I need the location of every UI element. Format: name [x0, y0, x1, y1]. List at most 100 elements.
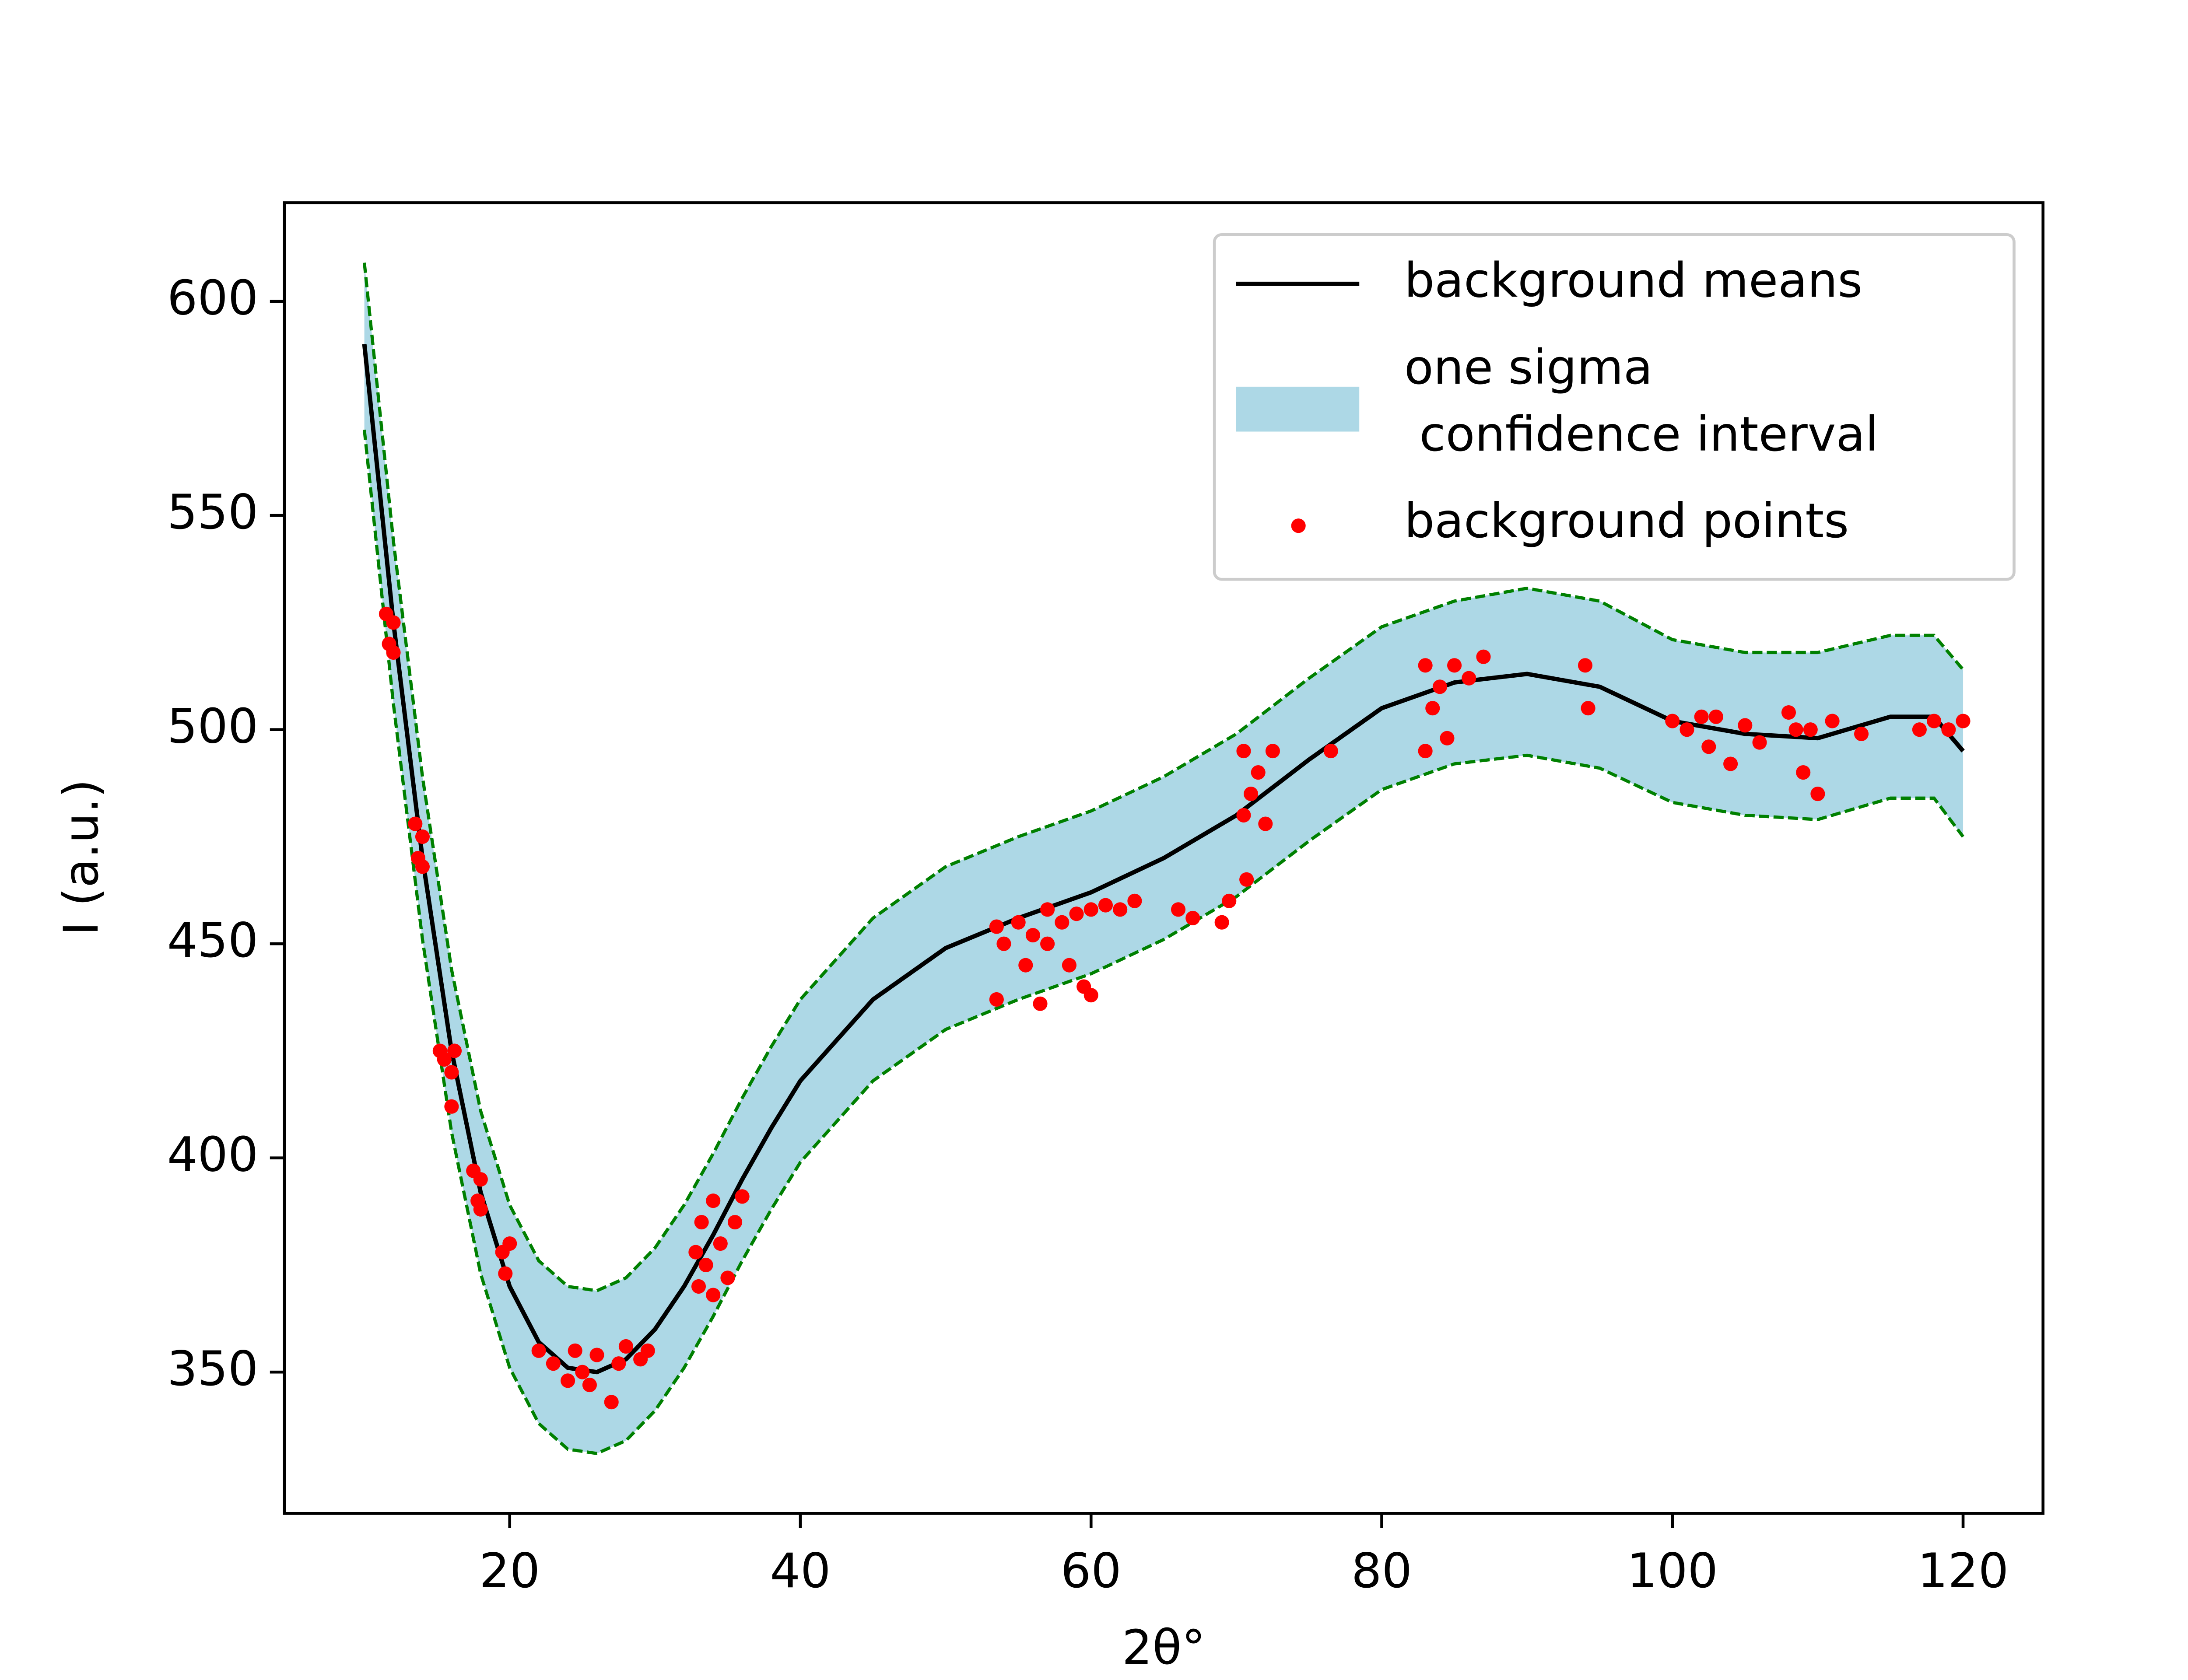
point — [618, 1339, 633, 1354]
x-tick-label: 60 — [1061, 1543, 1122, 1599]
point — [1185, 910, 1200, 925]
point — [502, 1236, 517, 1251]
point — [568, 1343, 582, 1358]
point — [1738, 718, 1753, 733]
point — [498, 1266, 513, 1281]
point — [582, 1378, 597, 1393]
point — [1418, 658, 1433, 673]
point — [1018, 958, 1033, 973]
point — [1239, 872, 1254, 887]
point — [1083, 988, 1098, 1003]
axes-frame — [283, 201, 2044, 1515]
point — [1680, 722, 1694, 737]
point — [1083, 902, 1098, 917]
point — [1113, 902, 1128, 917]
y-tick-label: 400 — [167, 1127, 259, 1182]
band-edge — [362, 429, 1964, 1456]
point — [1956, 714, 1971, 728]
point — [694, 1215, 709, 1230]
point — [386, 645, 401, 660]
legend-label: one sigma confidence interval — [1404, 340, 1879, 462]
point — [1265, 744, 1280, 759]
point — [1171, 902, 1186, 917]
point — [447, 1043, 462, 1058]
plot-area — [362, 262, 1971, 1456]
point — [1055, 915, 1069, 930]
point — [1062, 958, 1076, 973]
legend-point — [1291, 518, 1306, 533]
band-edge — [362, 262, 1964, 1292]
y-tick-label: 550 — [167, 484, 259, 540]
point — [546, 1356, 561, 1371]
point — [1854, 726, 1869, 742]
point — [1796, 765, 1811, 780]
x-tick-label: 20 — [479, 1543, 540, 1599]
point — [1825, 714, 1840, 728]
point — [1723, 756, 1738, 771]
point — [415, 859, 430, 874]
point — [720, 1270, 735, 1285]
point — [437, 1052, 452, 1067]
point — [706, 1194, 721, 1208]
point — [1025, 928, 1040, 943]
point — [989, 919, 1004, 934]
point — [1440, 731, 1455, 746]
point — [1781, 705, 1796, 720]
point — [1236, 744, 1251, 759]
point — [1912, 722, 1927, 737]
point — [1323, 744, 1338, 759]
point — [996, 936, 1011, 951]
mean-line — [362, 344, 1965, 1375]
point — [713, 1236, 728, 1251]
legend-label: background means — [1404, 253, 1863, 308]
point — [444, 1099, 459, 1114]
point — [1803, 722, 1818, 737]
point — [604, 1395, 619, 1410]
y-tick-label: 450 — [167, 913, 259, 968]
x-tick-label: 40 — [770, 1543, 831, 1599]
y-tick-label: 500 — [167, 698, 259, 754]
point — [415, 829, 430, 844]
point — [408, 816, 423, 831]
point — [1258, 816, 1273, 831]
point — [1214, 915, 1229, 930]
point — [1708, 709, 1723, 724]
y-axis-label: I (a.u.) — [53, 779, 109, 936]
legend-label: background points — [1404, 493, 1849, 549]
point — [1578, 658, 1593, 673]
point — [1033, 996, 1048, 1011]
point — [989, 992, 1004, 1007]
x-tick-label: 80 — [1351, 1543, 1412, 1599]
point — [1462, 671, 1476, 686]
point — [1425, 701, 1440, 716]
x-axis-label: 2θ° — [1122, 1620, 1206, 1676]
point — [1069, 906, 1084, 921]
point — [1665, 714, 1680, 728]
point — [1701, 739, 1716, 754]
point — [706, 1288, 721, 1302]
point — [473, 1202, 488, 1217]
point — [691, 1279, 706, 1294]
x-tick-label: 100 — [1627, 1543, 1718, 1599]
point — [1476, 649, 1491, 664]
point — [611, 1356, 626, 1371]
point — [1927, 714, 1942, 728]
legend-box — [1213, 233, 2016, 581]
point — [1244, 786, 1259, 802]
point — [735, 1189, 750, 1204]
point — [1752, 735, 1767, 750]
point — [1581, 701, 1595, 716]
point — [1040, 902, 1055, 917]
point — [1694, 709, 1709, 724]
point — [1418, 744, 1433, 759]
point — [640, 1343, 655, 1358]
point — [1788, 722, 1803, 737]
point — [444, 1065, 459, 1080]
point — [1810, 786, 1825, 802]
point — [688, 1245, 703, 1260]
point — [1941, 722, 1956, 737]
point — [698, 1257, 713, 1273]
legend-band — [1236, 386, 1360, 432]
point — [1098, 898, 1113, 913]
